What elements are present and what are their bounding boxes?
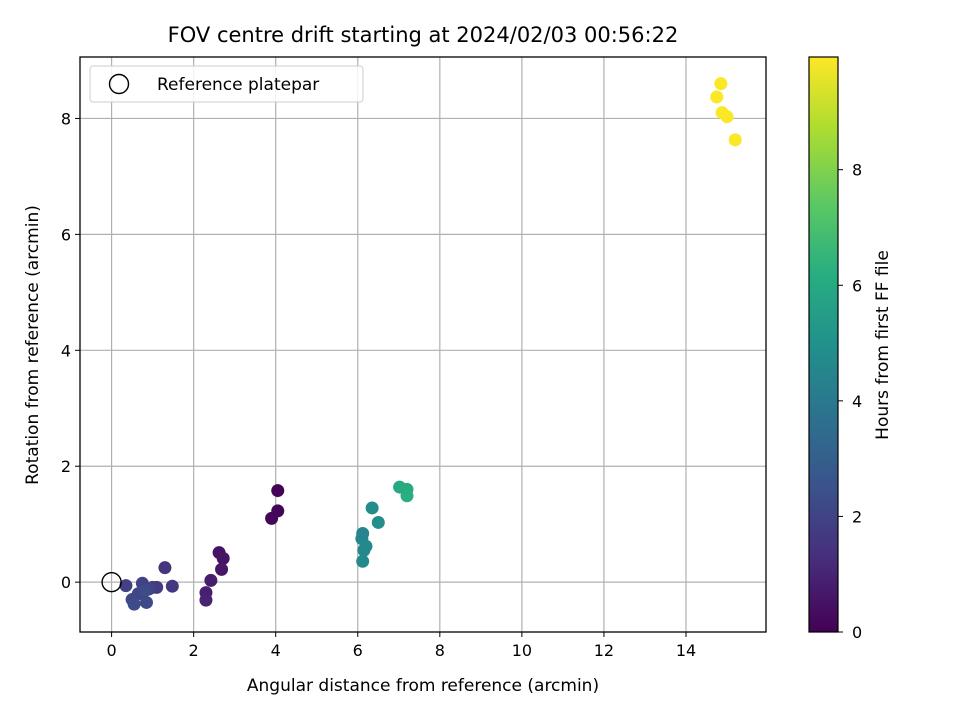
y-tick-label: 8 — [61, 109, 71, 128]
data-point — [728, 133, 742, 147]
legend: Reference platepar — [89, 65, 364, 103]
colorbar-tick-label: 8 — [852, 161, 862, 180]
data-point — [137, 584, 151, 598]
grid — [80, 57, 766, 632]
reference-marker-group — [101, 571, 122, 593]
data-point — [127, 597, 141, 611]
x-tick-label: 10 — [512, 641, 532, 660]
data-point — [714, 77, 728, 91]
y-tick-label: 4 — [61, 341, 71, 360]
colorbar: 0 2 4 6 8 Hours from first FF file — [808, 56, 893, 642]
data-point — [204, 573, 218, 587]
data-point — [265, 511, 279, 525]
y-tick-label: 0 — [61, 573, 71, 592]
data-point — [720, 110, 734, 124]
x-tick-label: 12 — [594, 641, 614, 660]
data-point — [215, 562, 229, 576]
colorbar-tick-label: 4 — [852, 392, 862, 411]
colorbar-title: Hours from first FF file — [873, 250, 893, 440]
x-tick-label: 8 — [435, 641, 445, 660]
colorbar-ticks: 0 2 4 6 8 — [838, 161, 862, 642]
y-axis-title: Rotation from reference (arcmin) — [23, 205, 43, 485]
data-point — [271, 484, 285, 498]
data-point — [158, 561, 172, 575]
plot-frame — [79, 56, 767, 633]
chart-title: FOV centre drift starting at 2024/02/03 … — [168, 23, 679, 47]
colorbar-gradient — [808, 56, 839, 633]
data-point — [357, 543, 371, 557]
colorbar-tick-label: 2 — [852, 507, 862, 526]
data-point — [216, 551, 230, 565]
data-point — [400, 489, 414, 503]
x-tick-label: 0 — [106, 641, 116, 660]
x-tick-label: 14 — [676, 641, 696, 660]
y-axis: 0 2 4 6 8 — [61, 109, 80, 592]
x-axis-title: Angular distance from reference (arcmin) — [247, 676, 599, 696]
data-point — [165, 579, 179, 593]
reference-platepar-marker — [101, 571, 122, 593]
colorbar-tick-label: 6 — [852, 276, 862, 295]
data-point — [119, 579, 133, 593]
data-point — [710, 90, 724, 104]
legend-label: Reference platepar — [157, 75, 319, 95]
data-point — [371, 515, 385, 529]
data-points — [119, 77, 742, 611]
data-point — [139, 595, 153, 609]
y-tick-label: 2 — [61, 457, 71, 476]
legend-marker — [108, 73, 130, 95]
x-axis: 0 2 4 6 8 10 12 14 — [106, 632, 696, 660]
data-point — [365, 501, 379, 515]
data-point — [356, 554, 370, 568]
x-tick-label: 2 — [189, 641, 199, 660]
x-tick-label: 4 — [271, 641, 281, 660]
data-point — [199, 593, 213, 607]
colorbar-tick-label: 0 — [852, 623, 862, 642]
y-tick-label: 6 — [61, 225, 71, 244]
x-tick-label: 6 — [353, 641, 363, 660]
legend-box — [89, 65, 364, 103]
